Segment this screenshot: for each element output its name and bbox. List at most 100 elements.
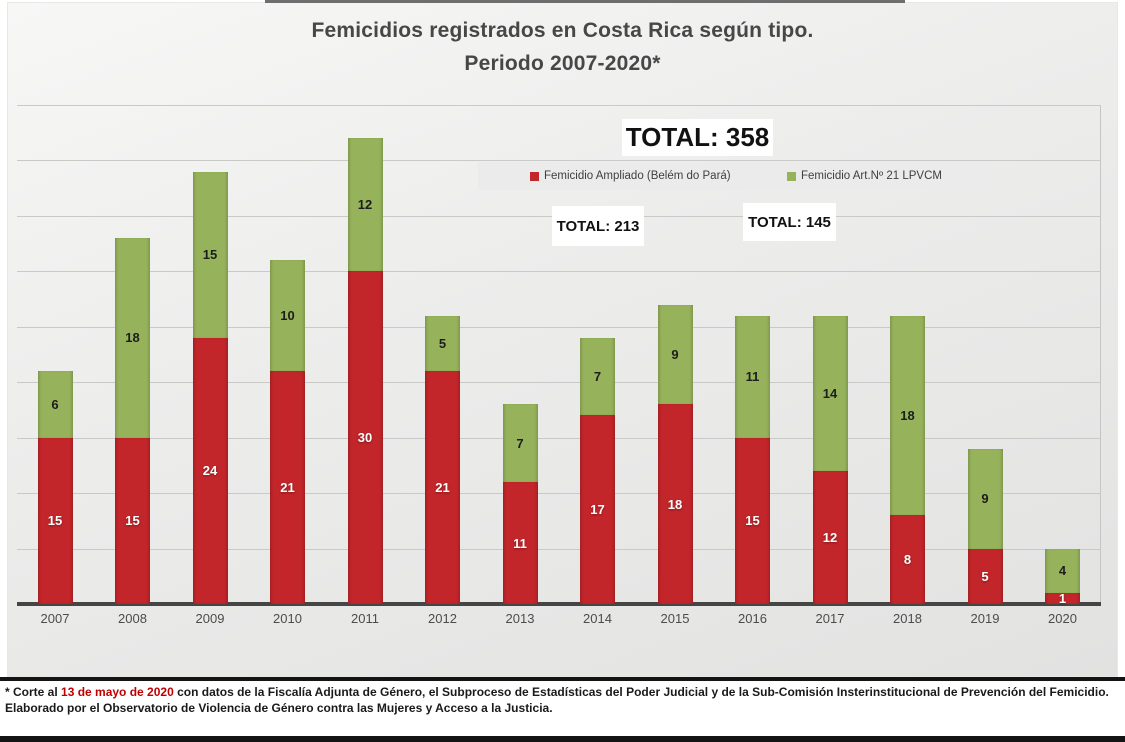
footnote-line2: Elaborado por el Observatorio de Violenc… (5, 701, 553, 715)
data-label-ampliado-2020: 1 (1058, 590, 1067, 606)
gridline-25 (17, 326, 1101, 328)
grand-total-box: TOTAL: 358 (622, 119, 773, 156)
bar-segment-art21-2011: 12 (347, 138, 383, 272)
bar-segment-art21-2007: 6 (37, 371, 73, 438)
gridline-15 (17, 437, 1101, 439)
data-label-art21-2014: 7 (593, 369, 602, 385)
slide-background (7, 2, 1118, 677)
data-label-ampliado-2015: 18 (667, 496, 683, 512)
x-axis-label-2013: 2013 (505, 611, 535, 626)
data-label-art21-2011: 12 (357, 197, 373, 213)
bottom-rule (0, 736, 1125, 742)
data-label-art21-2013: 7 (516, 435, 524, 451)
data-label-ampliado-2014: 17 (590, 502, 605, 518)
data-label-art21-2007: 6 (51, 396, 59, 412)
data-label-ampliado-2016: 15 (745, 513, 760, 529)
chart-title: Femicidios registrados en Costa Rica seg… (0, 14, 1125, 80)
data-label-ampliado-2019: 5 (981, 568, 989, 584)
series-total-ampliado-box: TOTAL: 213 (552, 206, 644, 246)
data-label-ampliado-2018: 8 (903, 552, 912, 568)
data-label-ampliado-2011: 30 (357, 430, 373, 446)
bar-segment-art21-2017: 14 (812, 315, 848, 471)
data-label-art21-2019: 9 (981, 491, 989, 507)
x-axis-label-2008: 2008 (118, 611, 147, 626)
legend-label-art21: Femicidio Art.Nº 21 LPVCM (801, 170, 942, 182)
x-axis-line (17, 602, 1101, 606)
x-axis-label-2010: 2010 (273, 611, 302, 626)
bar-segment-ampliado-2015: 18 (657, 404, 693, 604)
bar-segment-art21-2009: 15 (192, 171, 228, 338)
bar-segment-ampliado-2020: 1 (1045, 590, 1080, 606)
data-label-ampliado-2010: 21 (280, 480, 295, 496)
legend: Femicidio Ampliado (Belém do Pará) Femic… (478, 162, 995, 190)
bar-segment-ampliado-2018: 8 (890, 515, 925, 604)
bar-segment-ampliado-2017: 12 (812, 470, 848, 604)
footnote-line1: * Corte al 13 de mayo de 2020 con datos … (5, 685, 1109, 699)
bar-segment-ampliado-2008: 15 (115, 437, 150, 604)
bar-segment-ampliado-2019: 5 (967, 548, 1003, 604)
bar-segment-art21-2014: 7 (580, 337, 615, 416)
bar-segment-ampliado-2012: 21 (425, 371, 460, 604)
bar-segment-ampliado-2014: 17 (580, 415, 615, 604)
data-label-art21-2020: 4 (1058, 563, 1067, 579)
data-label-ampliado-2007: 15 (47, 513, 63, 529)
data-label-art21-2016: 11 (745, 369, 760, 385)
data-label-art21-2012: 5 (438, 335, 447, 351)
legend-swatch-red-icon (530, 171, 539, 181)
legend-label-ampliado: Femicidio Ampliado (Belém do Pará) (544, 170, 731, 182)
top-border-line (265, 0, 905, 3)
x-axis-label-2018: 2018 (893, 611, 922, 626)
x-axis-label-2009: 2009 (195, 611, 225, 626)
gridline-30 (17, 271, 1101, 273)
data-label-art21-2015: 9 (671, 346, 679, 362)
bar-segment-ampliado-2009: 24 (192, 337, 228, 604)
data-label-ampliado-2013: 11 (513, 535, 527, 551)
bar-segment-art21-2012: 5 (425, 315, 460, 372)
x-axis-label-2019: 2019 (970, 611, 1000, 626)
legend-item-ampliado: Femicidio Ampliado (Belém do Pará) (530, 162, 731, 190)
x-axis-label-2014: 2014 (583, 611, 612, 626)
data-label-art21-2008: 18 (125, 330, 140, 346)
data-label-art21-2018: 18 (900, 407, 915, 423)
plot-right-edge (1100, 105, 1101, 604)
chart-title-line1: Femicidios registrados en Costa Rica seg… (311, 19, 814, 42)
bar-segment-ampliado-2011: 30 (347, 271, 383, 604)
footnote-top-rule (0, 677, 1125, 681)
data-label-ampliado-2008: 15 (125, 513, 140, 529)
x-axis-label-2017: 2017 (815, 611, 845, 626)
data-label-ampliado-2009: 24 (202, 463, 218, 479)
x-axis-label-2015: 2015 (660, 611, 690, 626)
data-label-ampliado-2017: 12 (822, 529, 838, 545)
bar-segment-ampliado-2010: 21 (270, 371, 305, 604)
bar-segment-art21-2008: 18 (115, 238, 150, 438)
x-axis-label-2011: 2011 (351, 611, 379, 626)
x-axis-label-2016: 2016 (738, 611, 767, 626)
legend-item-art21: Femicidio Art.Nº 21 LPVCM (787, 162, 942, 190)
series-total-art21-box: TOTAL: 145 (743, 203, 836, 241)
bar-segment-art21-2010: 10 (270, 260, 305, 372)
bar-segment-ampliado-2013: 11 (502, 482, 538, 604)
bar-segment-art21-2020: 4 (1045, 548, 1080, 593)
gridline-20 (17, 382, 1101, 384)
bar-segment-art21-2016: 11 (735, 315, 770, 438)
data-label-art21-2010: 10 (280, 308, 295, 324)
gridline-5 (17, 548, 1101, 550)
legend-swatch-green-icon (787, 171, 796, 181)
bar-segment-ampliado-2016: 15 (735, 437, 770, 604)
x-axis-label-2012: 2012 (428, 611, 457, 626)
bar-segment-art21-2018: 18 (890, 315, 925, 516)
bar-segment-art21-2015: 9 (657, 304, 693, 405)
bar-segment-art21-2013: 7 (502, 404, 538, 482)
footnote: * Corte al 13 de mayo de 2020 con datos … (5, 684, 1120, 716)
data-label-art21-2009: 15 (202, 247, 218, 263)
gridline-45 (17, 105, 1101, 106)
x-axis-label-2020: 2020 (1048, 611, 1077, 626)
bar-segment-art21-2019: 9 (967, 448, 1003, 549)
bar-segment-ampliado-2007: 15 (37, 437, 73, 604)
data-label-ampliado-2012: 21 (435, 480, 450, 496)
data-label-art21-2017: 14 (822, 385, 838, 401)
chart-title-line2: Periodo 2007-2020* (464, 52, 661, 75)
footnote-date-highlight: 13 de mayo de 2020 (61, 685, 174, 699)
x-axis-label-2007: 2007 (40, 611, 70, 626)
